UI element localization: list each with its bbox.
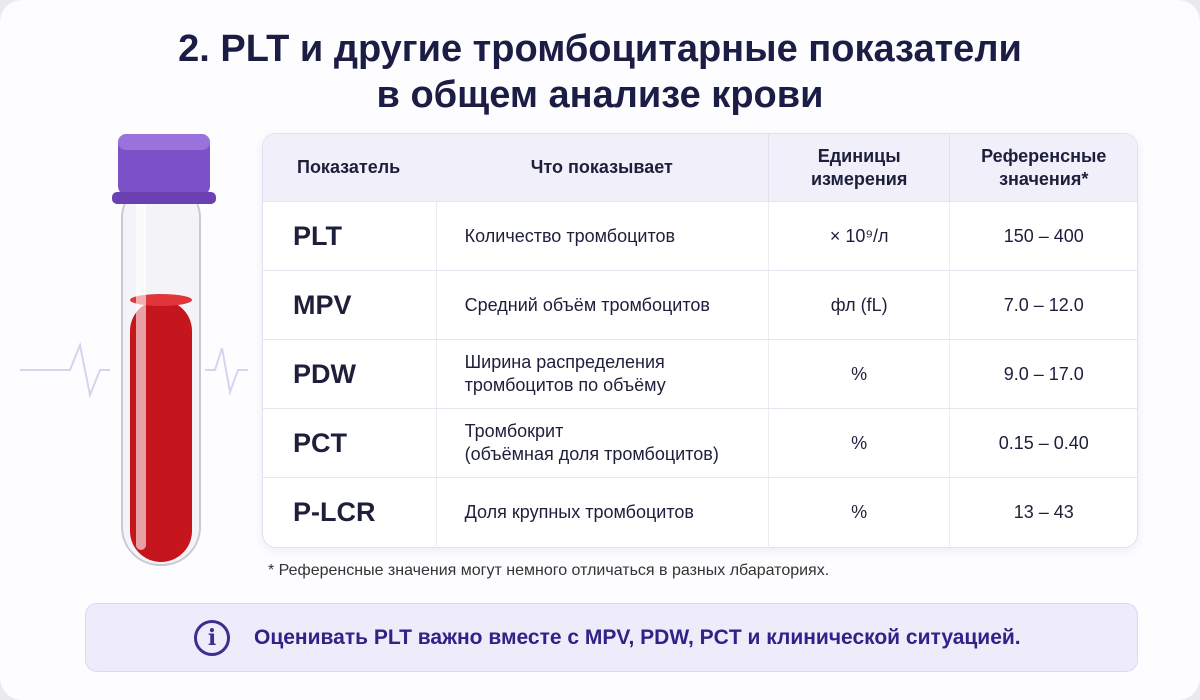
table-cell: 13 – 43 bbox=[949, 478, 1137, 546]
cell-line: PLT bbox=[293, 220, 342, 251]
cell-line: 150 – 400 bbox=[1003, 225, 1084, 246]
table-cell: 9.0 – 17.0 bbox=[949, 340, 1137, 408]
title: 2. PLT и другие тромбоцитарные показател… bbox=[0, 26, 1200, 118]
table-row: PCT Тромбокрит (объёмная доля тромбоцитов)… bbox=[263, 408, 1137, 477]
cell-line: Ширина распределения bbox=[464, 352, 665, 372]
table-cell: % bbox=[767, 409, 950, 477]
cell-line: × 10⁹/л bbox=[829, 225, 889, 246]
cell-line: Доля крупных тромбоцитов bbox=[464, 501, 694, 522]
cell-line: 9.0 – 17.0 bbox=[1003, 363, 1084, 384]
cell-line: % bbox=[851, 501, 868, 522]
cell-line: PCT bbox=[293, 427, 347, 458]
table-cell: 0.15 – 0.40 bbox=[949, 409, 1137, 477]
header-line: значения* bbox=[999, 168, 1089, 189]
table-cell: MPV bbox=[263, 271, 436, 339]
cell-line: Тромбокрит bbox=[464, 421, 564, 441]
table-cell: фл (fL) bbox=[767, 271, 950, 339]
info-text: Оценивать PLT важно вместе с MPV, PDW, P… bbox=[254, 626, 1021, 649]
header-cell: Показатель bbox=[263, 134, 436, 201]
cell-line: % bbox=[851, 432, 868, 453]
table-cell: 150 – 400 bbox=[949, 202, 1137, 270]
table-cell: Доля крупных тромбоцитов bbox=[435, 478, 768, 546]
header-line: Референсные bbox=[981, 145, 1107, 166]
table-cell: PDW bbox=[263, 340, 436, 408]
info-icon: i bbox=[194, 620, 230, 656]
cell-line: Количество тромбоцитов bbox=[464, 225, 676, 246]
table-cell: P-LCR bbox=[263, 478, 436, 546]
table-cell: 7.0 – 12.0 bbox=[949, 271, 1137, 339]
header-row: Показатель Что показывает Единицы измерения… bbox=[263, 134, 1137, 201]
header-line: Единицы bbox=[817, 145, 901, 166]
header-cell: Что показывает bbox=[436, 134, 768, 201]
cell-line: фл (fL) bbox=[830, 294, 888, 315]
table-cell: Количество тромбоцитов bbox=[435, 202, 768, 270]
cell-line: Средний объём тромбоцитов bbox=[464, 294, 710, 315]
cell-line: P-LCR bbox=[293, 496, 376, 527]
parameters-table: Показатель Что показывает Единицы измерения… bbox=[262, 133, 1138, 548]
cell-line: % bbox=[851, 363, 868, 384]
header-cell: Референсные значения* bbox=[949, 134, 1137, 201]
header-line: измерения bbox=[810, 168, 908, 189]
table-row: PDW Ширина распределения тромбоцитов по об… bbox=[263, 339, 1137, 408]
header-cell: Единицы измерения bbox=[767, 134, 950, 201]
table-row: PLT Количество тромбоцитов × 10⁹/л 150 – 40… bbox=[263, 201, 1137, 270]
header-line: Что показывает bbox=[530, 157, 673, 177]
cell-line: (объёмная доля тромбоцитов) bbox=[464, 444, 719, 464]
test-tube-illustration bbox=[20, 134, 248, 566]
cell-line: MPV bbox=[293, 289, 352, 320]
title-line: 2. PLT и другие тромбоцитарные показател… bbox=[178, 28, 1022, 70]
table-cell: % bbox=[767, 340, 950, 408]
title-line: в общем анализе крови bbox=[376, 74, 824, 116]
table-cell: PCT bbox=[263, 409, 436, 477]
info-note: i Оценивать PLT важно вместе с MPV, PDW,… bbox=[85, 603, 1138, 672]
cell-line: 0.15 – 0.40 bbox=[998, 432, 1089, 453]
table-row: MPV Средний объём тромбоцитов фл (fL) 7.0 –… bbox=[263, 270, 1137, 339]
table-cell: × 10⁹/л bbox=[767, 202, 950, 270]
cell-line: 7.0 – 12.0 bbox=[1003, 294, 1084, 315]
table-cell: PLT bbox=[263, 202, 436, 270]
cell-line: PDW bbox=[293, 358, 356, 389]
table-cell: % bbox=[767, 478, 950, 546]
cell-line: тромбоцитов по объёму bbox=[464, 375, 666, 395]
table-cell: Тромбокрит (объёмная доля тромбоцитов) bbox=[435, 409, 768, 477]
header-line: Показатель bbox=[297, 157, 401, 177]
table-cell: Ширина распределения тромбоцитов по объём… bbox=[435, 340, 768, 408]
footnote: * Референсные значения могут немного отл… bbox=[268, 562, 830, 579]
table-row: P-LCR Доля крупных тромбоцитов% 13 – 43 bbox=[263, 477, 1137, 546]
table-cell: Средний объём тромбоцитов bbox=[435, 271, 768, 339]
cell-line: 13 – 43 bbox=[1013, 501, 1074, 522]
